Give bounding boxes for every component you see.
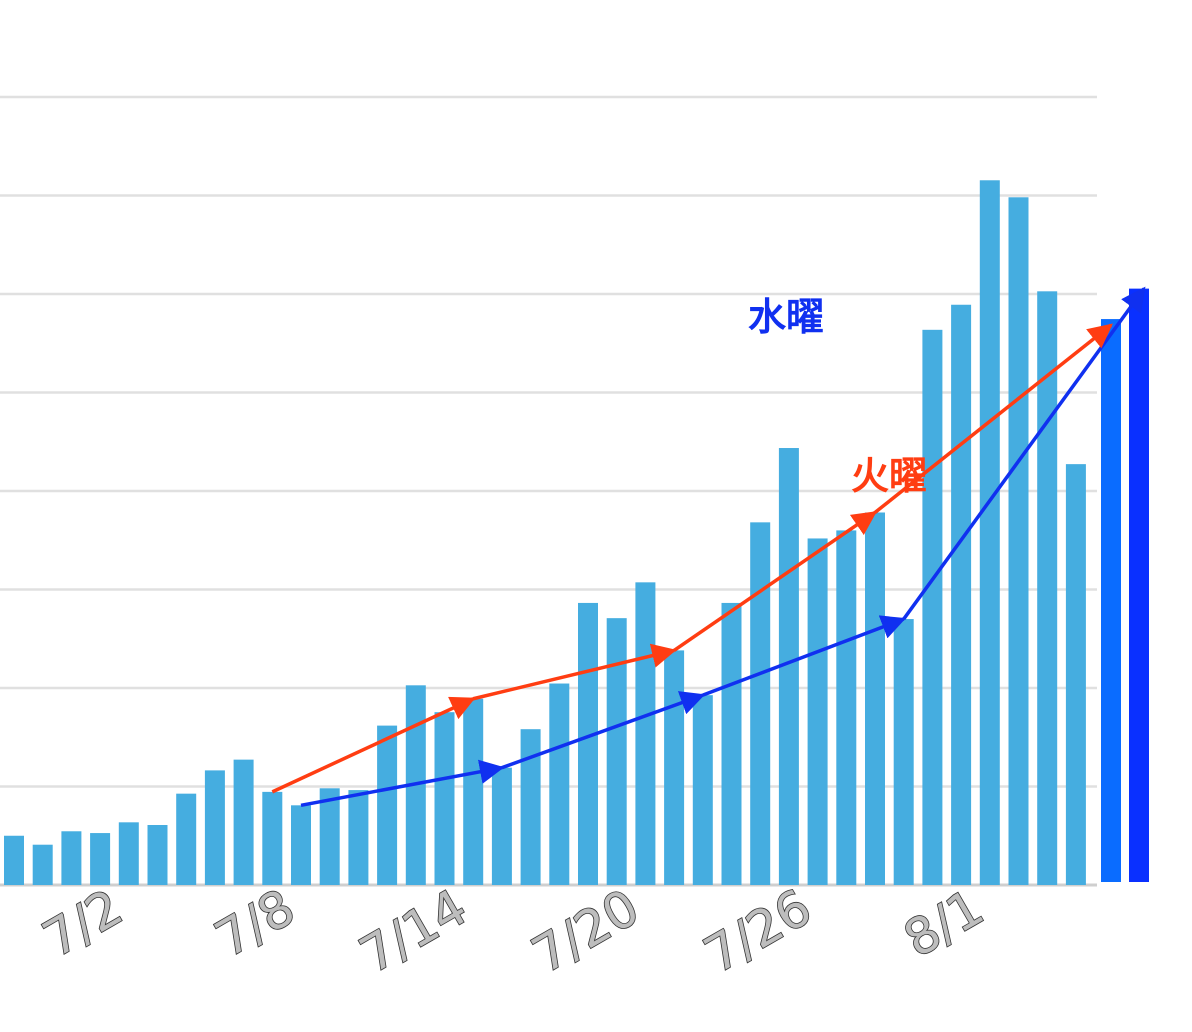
bar [578,602,598,885]
bar [90,833,111,885]
bar [176,793,197,885]
bar [635,582,656,885]
side-bar [1129,288,1149,882]
bar [147,825,168,885]
x-tick-label: 7/14 [350,878,476,984]
bar [520,729,541,885]
bar [549,683,570,885]
bar [778,448,799,885]
bar [118,822,139,885]
x-tick-label: 7/26 [695,878,821,984]
trend-arrow [300,759,505,808]
bar [4,835,24,885]
side-bars [1101,288,1149,882]
bar [721,602,742,885]
trend-arrow [702,615,906,697]
trend-arrow [271,696,476,794]
bar [750,522,771,885]
bar [491,767,512,885]
bar [1065,464,1086,885]
bar [348,790,369,885]
x-tick-label: 7/20 [522,878,648,984]
annotation-tuesday: 火曜 [851,454,927,498]
bar [865,512,885,885]
trend-arrow [501,691,706,770]
bar [262,791,283,885]
bar [664,650,685,885]
bar [606,618,627,885]
bar [61,831,82,885]
bar [1008,197,1029,886]
bar [807,538,828,885]
bar [233,759,254,885]
side-bar [1101,319,1121,882]
bar [836,530,857,885]
bar [692,695,713,885]
x-tick-label: 7/2 [33,878,132,968]
bar [32,844,53,885]
bar [951,304,972,885]
trend-arrow [472,643,677,701]
bar [1037,291,1058,886]
trend-arrow [673,511,878,652]
x-axis-ticks: 7/2 7/8 7/14 7/20 7/26 8/1 [33,877,994,985]
bar [291,805,311,885]
bar [434,712,455,885]
bar [463,698,484,885]
x-tick-label: 7/8 [206,878,305,968]
gridlines [0,95,1097,887]
bar [204,770,225,885]
bar [893,619,914,885]
bar [377,725,398,885]
annotation-wednesday: 水曜 [748,295,824,339]
trend-arrow [873,323,1113,514]
bar [922,329,943,885]
bars [4,180,1086,886]
x-tick-label: 8/1 [894,878,993,968]
bar [319,788,340,885]
bar [979,180,1000,885]
